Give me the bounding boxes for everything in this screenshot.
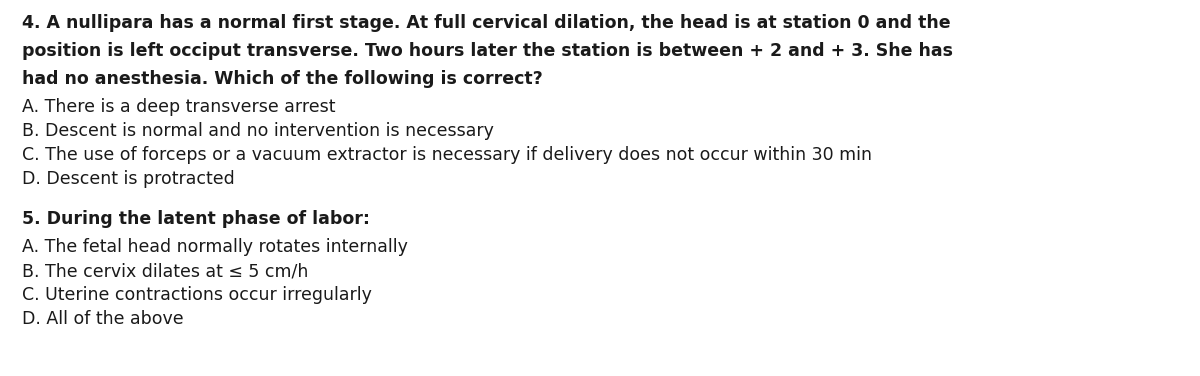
Text: D. All of the above: D. All of the above — [22, 310, 184, 328]
Text: D. Descent is protracted: D. Descent is protracted — [22, 170, 234, 188]
Text: 4. A nullipara has a normal first stage. At full cervical dilation, the head is : 4. A nullipara has a normal first stage.… — [22, 14, 950, 32]
Text: A. The fetal head normally rotates internally: A. The fetal head normally rotates inter… — [22, 238, 408, 256]
Text: 5. During the latent phase of labor:: 5. During the latent phase of labor: — [22, 210, 370, 228]
Text: C. The use of forceps or a vacuum extractor is necessary if delivery does not oc: C. The use of forceps or a vacuum extrac… — [22, 146, 871, 164]
Text: had no anesthesia. Which of the following is correct?: had no anesthesia. Which of the followin… — [22, 70, 542, 88]
Text: C. Uterine contractions occur irregularly: C. Uterine contractions occur irregularl… — [22, 286, 372, 304]
Text: B. The cervix dilates at ≤ 5 cm/h: B. The cervix dilates at ≤ 5 cm/h — [22, 262, 308, 280]
Text: B. Descent is normal and no intervention is necessary: B. Descent is normal and no intervention… — [22, 122, 493, 140]
Text: A. There is a deep transverse arrest: A. There is a deep transverse arrest — [22, 98, 335, 116]
Text: position is left occiput transverse. Two hours later the station is between + 2 : position is left occiput transverse. Two… — [22, 42, 953, 60]
